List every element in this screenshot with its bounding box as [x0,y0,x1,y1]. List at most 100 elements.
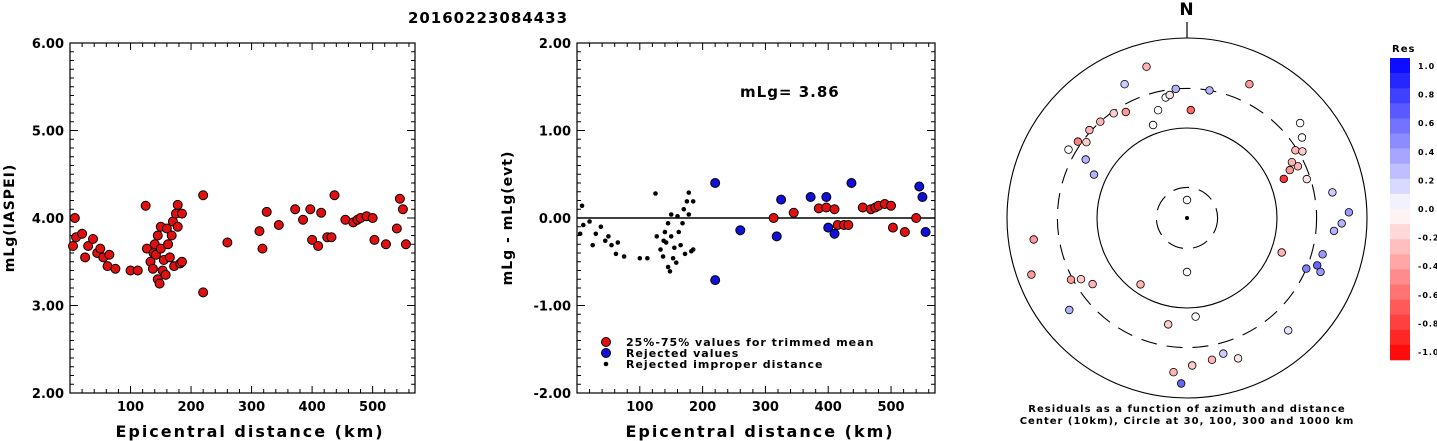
polar-station-point [1279,174,1288,184]
plot2-y-tick-label: -2.00 [534,387,571,402]
plot2-dot [690,247,696,252]
plot2-dot [580,222,586,228]
plot1-point [176,208,187,219]
plot1-point [298,214,309,225]
polar-ring [1056,87,1318,349]
plot1-point [140,200,151,211]
plot1-point [166,230,177,241]
plot2-dot [590,242,596,248]
polar-station-point [1096,117,1105,126]
colorbar-cell [1390,314,1410,331]
polar-station-point [1186,105,1195,115]
plot1-point [164,252,175,263]
plot1-point [273,220,284,230]
polar-station-point [1081,155,1090,164]
plot2-points [577,178,935,286]
plot1-point [110,263,121,274]
colorbar-tick-label: -0.2 [1418,234,1437,243]
legend-marker [601,337,611,347]
plot2-point [735,225,746,236]
polar-station-point [1298,147,1307,156]
plot2-dot [621,254,627,259]
plot2-point [821,202,832,213]
colorbar-cell [1390,329,1410,346]
plot2-dot [606,234,611,239]
polar-station-point [1285,165,1294,175]
plot2-point [857,202,868,213]
plot1-point [152,230,163,241]
plot1-y-tick-label: 5.00 [32,125,64,140]
polar-station-point [1029,235,1038,244]
legend-label: Rejected improper distance [626,358,823,371]
polar-station-point [1142,62,1151,71]
polar-station-point [1245,79,1254,89]
plot2-point [821,192,832,202]
polar-station-point [1073,137,1083,146]
plot1-y-tick-label: 4.00 [32,212,64,227]
plot2-point [823,222,834,233]
polar-station-point [1297,133,1307,142]
polar-station-point [1187,361,1197,370]
polar-residual-plot: N Residuals as a function of azimuth and… [1006,0,1368,427]
legend-label: Rejected values [626,347,739,360]
polar-station-point [1109,109,1118,118]
polar-station-point [1163,320,1173,329]
polar-station-point [1283,326,1293,335]
plot1-y-axis-label: mLg(IASPEI) [2,164,18,273]
plot2-point [917,192,928,202]
plot1-x-tick-label: 500 [359,400,386,415]
colorbar-cell [1390,103,1410,119]
plot1-point [198,190,209,201]
plot1-point [155,243,166,254]
plot1-point [290,204,301,215]
plot2-x-tick-label: 500 [877,400,904,415]
colorbar-cell [1390,58,1410,74]
plot2-point [805,192,816,202]
polar-station-point [1344,208,1354,217]
plot2-dot [660,254,666,259]
polar-station-point [1277,248,1286,257]
plot1-point [104,249,115,260]
plot2-dot [676,229,682,235]
polar-station-point [1082,137,1091,147]
polar-points [1027,62,1354,388]
plot2-point [710,178,721,188]
plot2-dot [681,206,687,212]
polar-station-point [1121,107,1130,117]
plot2-point [776,194,787,205]
plot2-ticks: 100 200 300 400 500 -2.00 -1.00 0.00 1.00 2.00 [534,37,935,415]
colorbar-tick-label: -0.4 [1418,262,1437,271]
polar-station-point [1153,105,1163,115]
plot1-point [154,278,165,289]
plot2-dot [654,234,660,239]
colorbar-tick-label: -0.8 [1418,319,1437,328]
polar-station-point [1027,270,1036,279]
figure-title: 20160223084433 [408,9,568,27]
colorbar-cell [1390,239,1410,255]
plot1-point [316,207,327,218]
plot2-dot [690,199,696,204]
plot2-dot [587,219,592,224]
polar-center [1185,216,1189,220]
plot2-dot [602,238,608,244]
colorbar-title: Res [1392,44,1415,55]
plot1-point [313,241,324,251]
event-magnitude-label: mLg= 3.86 [740,83,840,101]
colorbar-cell [1390,209,1410,225]
plot1-point [172,199,183,210]
plot2-point [899,227,910,237]
plot2-dot [667,269,673,274]
polar-station-point [1148,120,1158,130]
plot2-x-tick-label: 100 [626,400,653,415]
plot2-point [768,213,779,223]
polar-ring [1096,127,1278,309]
polar-station-point [1191,312,1200,321]
plot2-point [843,220,854,230]
polar-station-point [1120,79,1129,89]
plot2-dot [637,255,643,261]
colorbar-tick-label: 0.6 [1418,119,1435,128]
plot1-x-tick-label: 300 [238,400,265,415]
magnitude-vs-distance-plot: Epicentral distance (km) mLg(IASPEI) 100… [2,37,416,441]
polar-ring [1006,37,1368,399]
plot1-point [88,234,98,244]
